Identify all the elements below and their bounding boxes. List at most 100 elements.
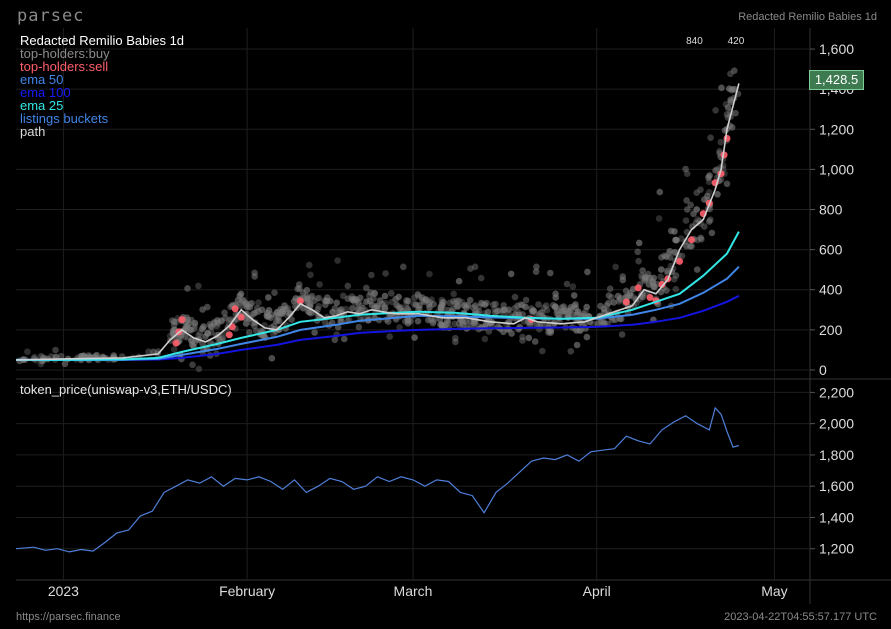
buy-point [170,318,178,325]
series-line-path [15,83,740,361]
buy-point [682,217,690,224]
buy-point [612,263,619,271]
buy-point [426,270,433,278]
buy-point [723,180,731,188]
buy-point [461,302,468,309]
buy-point [606,285,614,293]
buy-point [422,296,430,303]
buy-point [416,302,423,309]
buy-point [355,299,362,307]
buy-point [471,263,479,271]
buy-point [454,302,462,310]
buy-point [604,300,612,307]
buy-point [508,330,515,337]
buy-point [634,248,641,256]
buy-point [501,306,508,314]
buy-point [449,305,457,313]
y-tick-label-lower: 1,800 [819,447,854,463]
buy-point [316,281,323,288]
y-tick-label-lower: 1,600 [819,478,854,494]
buy-point [236,292,243,300]
buy-point [622,287,630,295]
buy-point [657,273,664,281]
buy-point [379,300,386,308]
buy-point [455,297,463,305]
buy-point [666,247,674,255]
buy-point [500,328,507,336]
buy-point [425,300,433,308]
buy-point [677,235,685,242]
y-tick-label: 1,200 [819,121,854,137]
buy-point [403,305,411,312]
x-tick-label: May [761,583,787,599]
buy-point [195,282,202,290]
buy-point [282,306,289,313]
buy-point [519,333,526,341]
buy-point [572,301,579,308]
buy-point [716,148,723,155]
buy-point [658,253,665,261]
buy-point [537,309,544,316]
buy-point [393,301,400,309]
sell-point [634,284,642,292]
buy-point [731,67,738,74]
buy-point [577,327,584,334]
buy-point [367,289,375,296]
buy-point [569,311,576,318]
buy-point [248,300,256,307]
buy-point [242,320,250,327]
buy-point [450,290,458,298]
buy-point [583,303,590,311]
sell-point [688,236,695,244]
buy-point [511,293,519,301]
buy-point [580,310,588,318]
buy-point [583,333,591,341]
buy-point [366,297,374,305]
buy-point [525,334,533,342]
footer-url[interactable]: https://parsec.finance [16,611,121,623]
buy-point [396,324,403,331]
buy-point [321,319,329,326]
y-tick-label: 600 [819,242,843,258]
buy-point [450,298,457,305]
buy-point [538,309,546,316]
y-tick-label: 1,600 [819,41,854,57]
sell-point [237,313,245,321]
buy-point [701,196,708,203]
buy-point [308,292,316,300]
buy-point [615,298,623,305]
buy-point [288,316,295,323]
buy-point [294,285,302,293]
buy-point [206,321,214,328]
buy-point [472,307,479,315]
series-line-ema-50 [16,265,740,361]
legend-item: top-holders:sell [20,59,109,74]
y-tick-label: 200 [819,322,843,338]
buy-point [717,138,725,146]
buy-point [333,299,341,307]
buy-point [200,323,207,330]
buy-point [388,290,395,297]
buy-point [349,305,356,312]
buy-point [419,297,426,304]
y-tick-label: 800 [819,202,843,218]
buy-point [544,323,552,330]
buy-point [52,346,59,354]
buy-point [204,303,211,311]
lower-chart-title: token_price(uniswap-v3,ETH/USDC) [20,382,232,397]
buy-point [482,321,490,328]
buy-point [491,305,498,313]
buy-point [597,319,605,326]
buy-point [732,109,739,117]
buy-point [305,261,313,269]
buy-point [429,320,437,327]
buy-point [503,320,510,328]
brand-logo: parsec [17,6,85,26]
buy-point [207,329,215,336]
buy-point [584,268,591,276]
buy-point [535,301,542,308]
buy-point [517,301,525,309]
buy-point [706,218,713,225]
buy-point [693,189,700,196]
y-tick-label-lower: 1,400 [819,509,854,525]
